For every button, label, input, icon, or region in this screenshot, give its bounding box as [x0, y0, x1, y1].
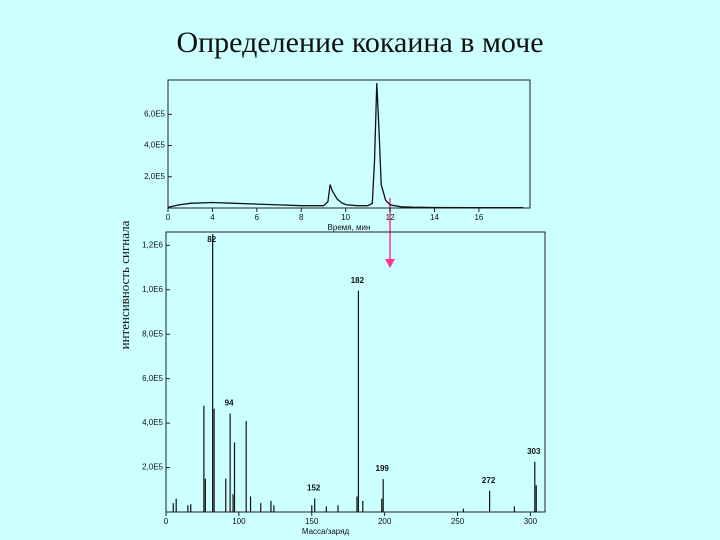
x-tick-label: 100 — [232, 517, 246, 526]
y-tick-label: 2,0E5 — [144, 172, 165, 181]
y-tick-label: 1,0E6 — [142, 285, 163, 294]
x-tick-label: 300 — [524, 517, 538, 526]
y-tick-label: 4,0E5 — [142, 418, 163, 427]
chromatogram-line — [167, 83, 524, 209]
x-tick-label: 10 — [341, 213, 350, 222]
x-tick-label: 8 — [299, 213, 304, 222]
peak-label: 182 — [351, 276, 365, 285]
y-axis-label: интенсивность сигнала — [117, 220, 132, 349]
x-tick-label: 6 — [255, 213, 260, 222]
y-tick-label: 6,0E5 — [142, 374, 163, 383]
y-tick-label: 6,0E5 — [144, 109, 165, 118]
plot-frame — [167, 79, 531, 209]
x-tick-label: 250 — [451, 517, 465, 526]
slide-title: Определение кокаина в моче — [176, 26, 543, 59]
peak-label: 303 — [527, 447, 541, 456]
y-tick-label: 4,0E5 — [144, 141, 165, 150]
x-tick-label: 16 — [474, 213, 483, 222]
x-tick-label: 200 — [378, 517, 392, 526]
peak-label: 152 — [307, 484, 321, 493]
peak-label: 272 — [482, 476, 496, 485]
y-tick-label: 2,0E5 — [142, 463, 163, 472]
plot-frame — [165, 231, 546, 513]
peak-label: 94 — [225, 399, 234, 408]
x-tick-label: 14 — [430, 213, 439, 222]
x-axis-label: Масса/заряд — [302, 527, 350, 536]
y-tick-label: 8,0E5 — [142, 329, 163, 338]
peak-label: 82 — [207, 235, 216, 244]
peak-label: 199 — [376, 464, 390, 473]
x-tick-label: 150 — [305, 517, 319, 526]
x-tick-label: 0 — [166, 213, 171, 222]
x-tick-label: 12 — [386, 213, 395, 222]
x-axis-label: Время, мин — [328, 223, 371, 232]
arrow-head — [385, 259, 395, 268]
x-tick-label: 0 — [164, 517, 169, 526]
x-tick-label: 4 — [210, 213, 215, 222]
y-tick-label: 1,2E6 — [142, 240, 163, 249]
